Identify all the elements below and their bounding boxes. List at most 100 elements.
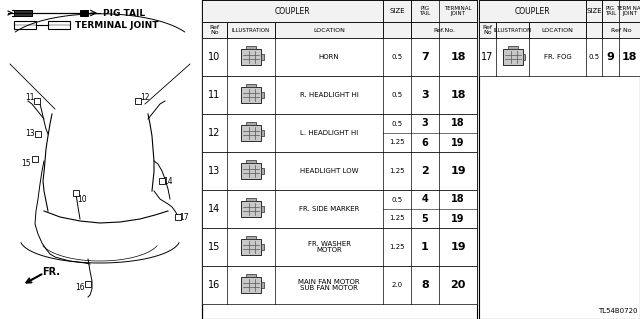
Text: FR.: FR.: [42, 267, 60, 277]
Text: 6: 6: [422, 137, 428, 147]
Text: 18: 18: [621, 52, 637, 62]
Text: 18: 18: [451, 52, 466, 62]
Bar: [529, 22, 586, 38]
Text: 3: 3: [422, 118, 428, 129]
Text: 18: 18: [451, 90, 466, 100]
Text: 9: 9: [607, 52, 614, 62]
Bar: [241, 87, 261, 103]
Text: 16: 16: [75, 284, 85, 293]
Bar: [241, 201, 261, 217]
Text: PIG TAIL: PIG TAIL: [103, 9, 145, 18]
Text: 0.5: 0.5: [392, 197, 403, 203]
Bar: [246, 122, 256, 125]
Text: 15: 15: [21, 159, 31, 167]
Text: ILLUSTRATION: ILLUSTRATION: [493, 27, 532, 33]
Bar: [261, 92, 264, 98]
Text: FR. SIDE MARKER: FR. SIDE MARKER: [299, 206, 359, 212]
Text: L. HEADLIGHT HI: L. HEADLIGHT HI: [300, 130, 358, 136]
Text: R. HEADLIGHT HI: R. HEADLIGHT HI: [300, 92, 358, 98]
Bar: [479, 0, 640, 319]
Bar: [522, 54, 525, 60]
Text: 1: 1: [421, 242, 429, 252]
Bar: [227, 22, 275, 38]
Text: 10: 10: [209, 52, 221, 62]
Text: HORN: HORN: [319, 54, 339, 60]
Bar: [202, 76, 477, 114]
Bar: [586, 0, 602, 22]
Text: 11: 11: [209, 90, 221, 100]
Bar: [32, 156, 38, 162]
Bar: [261, 244, 264, 250]
Text: 12: 12: [208, 128, 221, 138]
Text: TL54B0720: TL54B0720: [598, 308, 638, 314]
Text: FR. WASHER
MOTOR: FR. WASHER MOTOR: [307, 241, 351, 254]
Bar: [202, 190, 477, 228]
Bar: [35, 131, 41, 137]
Text: Ref
No: Ref No: [209, 25, 220, 35]
Text: COUPLER: COUPLER: [515, 6, 550, 16]
Text: 19: 19: [451, 137, 465, 147]
Text: LOCATION: LOCATION: [541, 27, 573, 33]
Bar: [275, 22, 383, 38]
Text: 0.5: 0.5: [392, 92, 403, 98]
Bar: [502, 49, 522, 65]
Bar: [261, 130, 264, 136]
Text: 2: 2: [421, 166, 429, 176]
Bar: [261, 54, 264, 60]
Text: HEADLIGHT LOW: HEADLIGHT LOW: [300, 168, 358, 174]
Text: 18: 18: [451, 195, 465, 204]
Bar: [261, 282, 264, 288]
Bar: [496, 22, 529, 38]
Bar: [202, 266, 477, 304]
Bar: [411, 0, 477, 22]
Bar: [586, 22, 602, 38]
Bar: [202, 114, 477, 152]
Text: 17: 17: [179, 212, 189, 221]
Bar: [479, 22, 496, 38]
Text: 4: 4: [422, 195, 428, 204]
Bar: [246, 46, 256, 49]
Text: 19: 19: [450, 166, 466, 176]
Text: COUPLER: COUPLER: [275, 6, 310, 16]
Bar: [202, 152, 477, 190]
Text: 1.25: 1.25: [389, 216, 404, 221]
Bar: [241, 239, 261, 255]
Text: PIG
TAIL: PIG TAIL: [605, 6, 616, 16]
Text: 20: 20: [451, 280, 466, 290]
Text: FR. FOG: FR. FOG: [543, 54, 572, 60]
Bar: [411, 22, 477, 38]
Text: 2.0: 2.0: [392, 282, 403, 288]
Text: TERMINAL
JOINT: TERMINAL JOINT: [444, 6, 472, 16]
Bar: [241, 277, 261, 293]
Text: 8: 8: [421, 280, 429, 290]
Bar: [14, 21, 36, 29]
Text: 19: 19: [450, 242, 466, 252]
Bar: [80, 10, 88, 16]
Bar: [202, 38, 477, 76]
Text: 15: 15: [208, 242, 221, 252]
Text: ILLUSTRATION: ILLUSTRATION: [232, 27, 270, 33]
Bar: [241, 49, 261, 65]
Bar: [383, 22, 411, 38]
Bar: [602, 22, 640, 38]
Text: 12: 12: [140, 93, 150, 101]
Text: 14: 14: [163, 176, 173, 186]
Bar: [202, 22, 227, 38]
Text: Ref
No: Ref No: [483, 25, 493, 35]
Text: 19: 19: [451, 213, 465, 224]
Text: TERM NAL
JOINT: TERM NAL JOINT: [616, 6, 640, 16]
Bar: [261, 206, 264, 212]
Text: 1.25: 1.25: [389, 168, 404, 174]
Bar: [508, 46, 518, 49]
Bar: [85, 281, 91, 287]
Text: 18: 18: [451, 118, 465, 129]
Bar: [479, 38, 640, 76]
Text: 16: 16: [209, 280, 221, 290]
Text: 1.25: 1.25: [389, 139, 404, 145]
Text: 0.5: 0.5: [392, 54, 403, 60]
Text: Ref.No.: Ref.No.: [433, 27, 455, 33]
Bar: [202, 0, 383, 22]
Text: 13: 13: [25, 130, 35, 138]
Bar: [14, 10, 32, 16]
Bar: [135, 98, 141, 104]
